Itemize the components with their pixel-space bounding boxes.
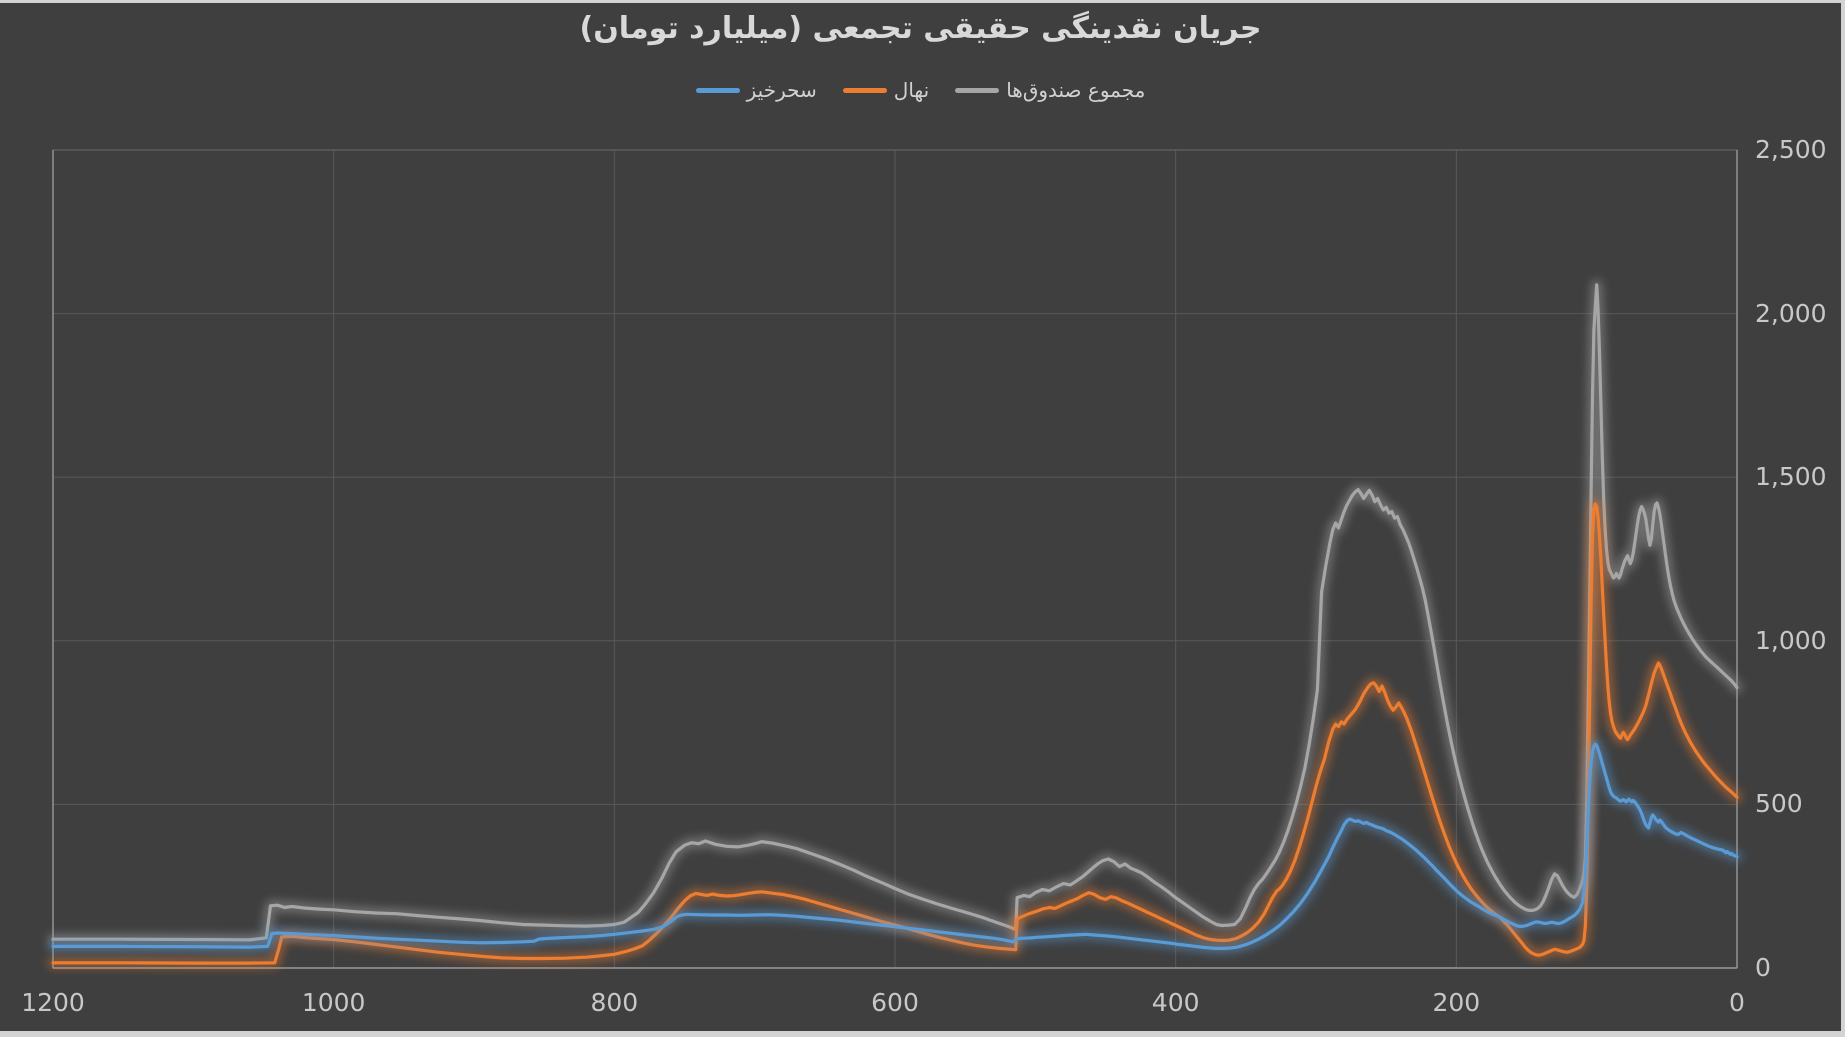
chart-title: جریان نقدینگی حقیقی تجمعی (میلیارد تومان… [579,11,1262,46]
legend-label: مجموع صندوق‌ها [1006,78,1146,102]
legend-label: سحرخیز [746,78,817,102]
legend-label: نهال [893,78,930,102]
series-line [51,502,1739,965]
legend-item: نهال [842,78,930,102]
series-line [51,742,1739,950]
x-axis-tick-label: 200 [1432,988,1481,1017]
plot-canvas [47,149,1743,969]
legend-swatch-icon [695,87,740,93]
y-axis-tick-label: 2,000 [1755,298,1827,328]
y-axis-tick-label: 1,500 [1755,462,1827,492]
y-axis-tick-label: 1,000 [1755,625,1827,655]
legend-swatch-icon [842,87,887,93]
legend-item: مجموع صندوق‌ها [955,78,1145,102]
legend-item: سحرخیز [695,78,817,102]
legend-swatch-icon [955,87,1000,93]
x-axis-tick-label: 800 [590,988,639,1017]
y-axis-tick-label: 0 [1755,953,1771,982]
chart-area: جریان نقدینگی حقیقی تجمعی (میلیارد تومان… [0,3,1841,1031]
x-axis-tick-label: 400 [1151,988,1200,1017]
x-axis-tick-label: 0 [1729,988,1745,1017]
series-lines [47,279,1743,969]
x-axis-tick-label: 600 [871,988,919,1017]
plot-border [52,149,1738,969]
series-line [51,283,1739,942]
x-axis-tick-label: 1200 [21,988,85,1017]
y-axis-tick-label: 500 [1755,789,1803,819]
y-axis-tick-label: 2,500 [1755,135,1827,164]
x-axis-tick-label: 1000 [301,988,366,1017]
legend: سحرخیز نهال مجموع صندوق‌ها [0,75,1841,105]
